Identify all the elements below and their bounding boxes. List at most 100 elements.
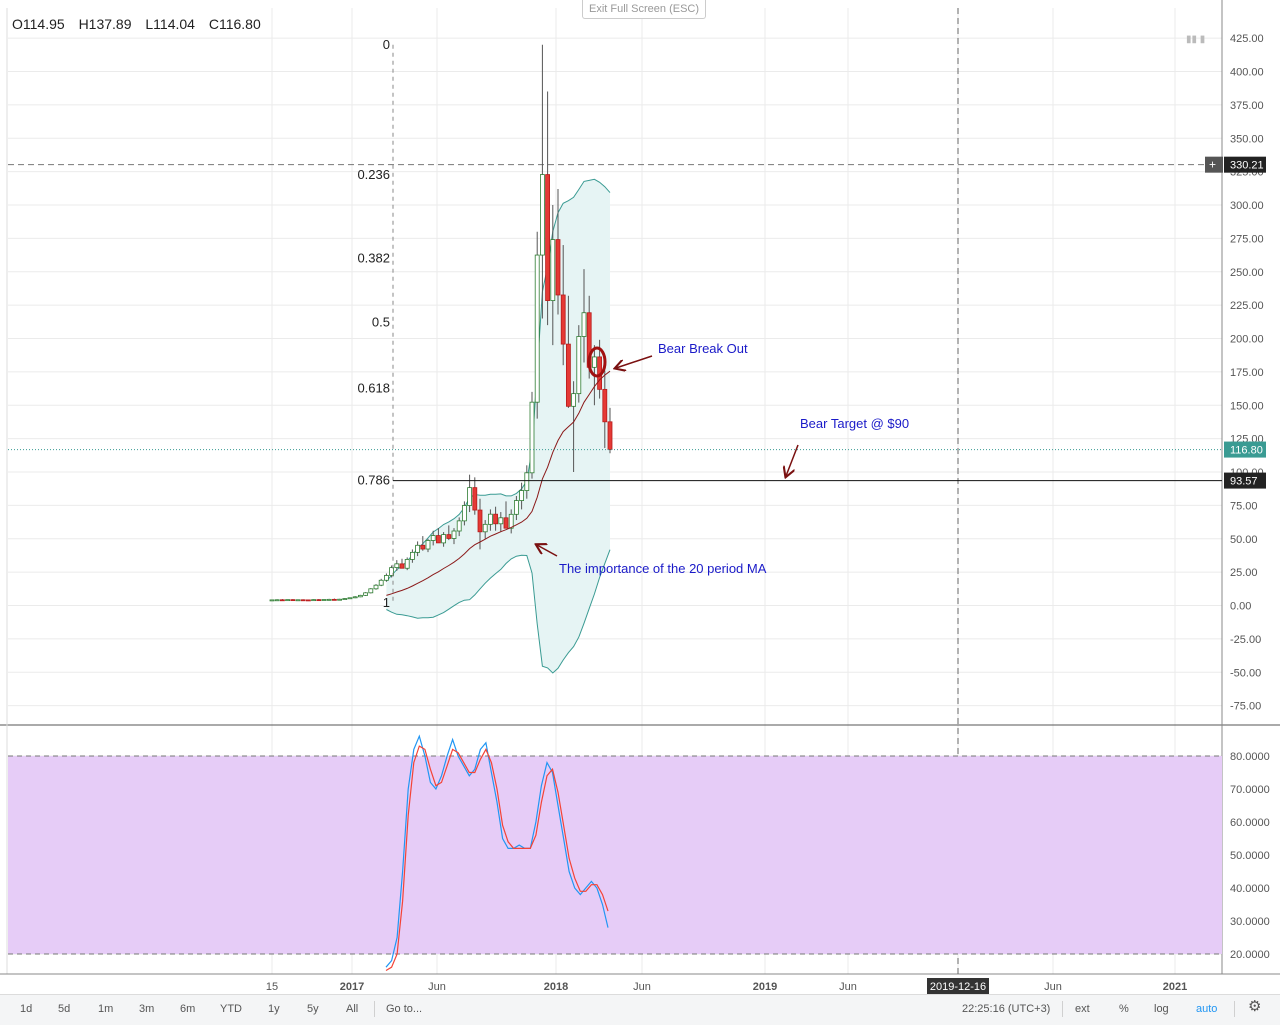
- candle-down: [435, 535, 441, 544]
- goto-button[interactable]: Go to...: [386, 1003, 423, 1015]
- candle-up: [269, 599, 275, 602]
- candle-up: [378, 579, 384, 586]
- stoch-tick-label: 70.0000: [1230, 784, 1270, 796]
- price-tick-label: 225.00: [1230, 300, 1264, 312]
- stochastic-lines: [385, 734, 609, 972]
- price-tick-label: 150.00: [1230, 400, 1264, 412]
- candle-up: [540, 174, 545, 256]
- annotation-circle: [587, 346, 607, 378]
- candle-down: [607, 421, 613, 450]
- candle-down: [305, 599, 311, 602]
- range-6m[interactable]: 6m: [180, 1003, 196, 1015]
- candle-up: [404, 559, 410, 569]
- candle-up: [550, 239, 556, 301]
- ext-toggle[interactable]: ext: [1075, 1003, 1090, 1015]
- plus-icon: +: [1209, 158, 1216, 172]
- candle-up: [581, 312, 587, 337]
- time-tick-label: Jun: [1044, 981, 1062, 993]
- annotations: Bear Break Out Bear Target @ $90 The impor…: [537, 341, 909, 576]
- price-tick-label: 300.00: [1230, 200, 1264, 212]
- range-5d[interactable]: 5d: [58, 1003, 71, 1015]
- price-label-box: [1224, 472, 1266, 489]
- percent-toggle[interactable]: %: [1119, 1003, 1129, 1015]
- candle-up: [534, 254, 540, 403]
- fib-label: 0.382: [357, 250, 390, 265]
- price-axis: 425.00400.00375.00350.00325.00300.00275.…: [8, 33, 1270, 961]
- annotation-arrow: [537, 545, 558, 557]
- range-5y[interactable]: 5y: [307, 1003, 319, 1015]
- price-label: 93.57: [1230, 476, 1258, 488]
- toolbar-divider: [1062, 1001, 1063, 1017]
- candle-up: [508, 513, 514, 529]
- price-label: 116.80: [1230, 445, 1263, 457]
- candle-up: [383, 575, 389, 581]
- candle-up: [498, 517, 504, 525]
- candle-up: [461, 505, 467, 522]
- price-tick-label: 250.00: [1230, 267, 1264, 279]
- candle-up: [321, 599, 327, 601]
- time-tick-label: 2017: [340, 981, 364, 993]
- time-tick-label: 15: [266, 981, 278, 993]
- candle-up: [571, 393, 576, 407]
- candle-up: [347, 597, 353, 600]
- price-tick-label: 25.00: [1230, 567, 1258, 579]
- candle-up: [389, 567, 395, 576]
- candle-down: [279, 599, 285, 602]
- low-value: L114.04: [145, 16, 195, 32]
- candle-down: [331, 598, 337, 601]
- candle-up: [337, 598, 343, 601]
- range-ytd[interactable]: YTD: [220, 1003, 242, 1015]
- annotation-ma-importance: The importance of the 20 period MA: [559, 561, 767, 576]
- range-1d[interactable]: 1d: [20, 1003, 33, 1015]
- candle-down: [560, 294, 566, 345]
- range-1m[interactable]: 1m: [98, 1003, 114, 1015]
- time-tick-label: Jun: [839, 981, 857, 993]
- candle-up: [415, 544, 421, 553]
- time-axis: 15 2017 Jun 2018 Jun 2019 Jun 2019-12-16 Jun 2021: [266, 978, 1187, 994]
- candle-up: [295, 599, 301, 602]
- auto-toggle[interactable]: auto: [1196, 1003, 1218, 1015]
- price-tick-label: 75.00: [1230, 500, 1258, 512]
- exit-fullscreen-button[interactable]: Exit Full Screen (ESC): [582, 0, 706, 19]
- band-fill: [386, 179, 610, 674]
- chart-controls[interactable]: ▮▮ ▮: [1186, 34, 1206, 45]
- price-tick-label: -50.00: [1230, 667, 1261, 679]
- candle-down: [493, 513, 499, 525]
- price-label: 330.21: [1230, 160, 1264, 172]
- candle-up: [441, 534, 447, 544]
- moving-average-20: [386, 370, 611, 596]
- fib-label: 0.236: [357, 167, 390, 182]
- fib-label: 0.786: [357, 473, 390, 488]
- candle-up: [409, 551, 415, 560]
- range-all[interactable]: All: [346, 1003, 359, 1015]
- close-value: C116.80: [208, 16, 261, 32]
- candle-up: [425, 540, 431, 550]
- price-tick-label: 275.00: [1230, 233, 1264, 245]
- stochastic-panel: [8, 755, 1222, 955]
- stoch-tick-label: 40.0000: [1230, 883, 1270, 895]
- price-tick-label: 0.00: [1230, 601, 1251, 613]
- candle-up: [311, 599, 317, 602]
- candle-up: [368, 588, 374, 594]
- stoch-line: [385, 745, 609, 972]
- candle-down: [300, 599, 306, 602]
- range-1y[interactable]: 1y: [268, 1003, 280, 1015]
- candle-down: [477, 509, 483, 533]
- stoch-tick-label: 60.0000: [1230, 817, 1270, 829]
- crosshair-date-box: [927, 978, 989, 994]
- price-tick-label: -75.00: [1230, 701, 1261, 713]
- log-toggle[interactable]: log: [1154, 1003, 1169, 1015]
- chart-canvas[interactable]: 0 0.236 0.382 0.5 0.618 0.786 1 Bear Break Out…: [0, 0, 1280, 994]
- candle-up: [467, 487, 473, 506]
- gear-icon[interactable]: ⚙: [1248, 998, 1262, 1015]
- price-label-box: [1224, 156, 1266, 173]
- price-tick-label: 400.00: [1230, 67, 1264, 79]
- candle-up: [592, 356, 597, 368]
- range-3m[interactable]: 3m: [139, 1003, 155, 1015]
- upper-band: [386, 178, 611, 582]
- clock-label[interactable]: 22:25:16 (UTC+3): [962, 1003, 1051, 1015]
- fib-label: 0.5: [372, 315, 390, 330]
- stoch-tick-label: 30.0000: [1230, 916, 1270, 928]
- price-tick-label: 375.00: [1230, 100, 1264, 112]
- price-label-box: [1224, 441, 1266, 458]
